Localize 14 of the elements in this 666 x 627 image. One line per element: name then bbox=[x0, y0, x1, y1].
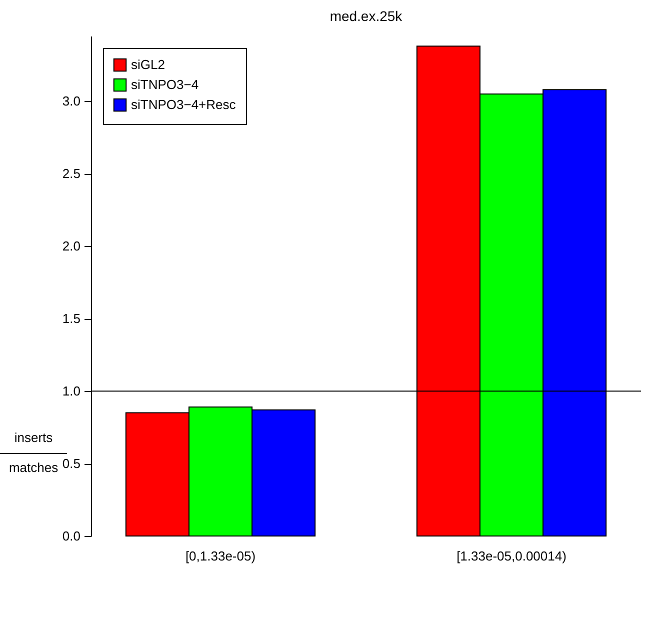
y-tick-label: 3.0 bbox=[62, 94, 80, 109]
y-tick-label: 0.5 bbox=[62, 456, 80, 472]
legend-label: siTNPO3−4 bbox=[131, 77, 199, 92]
y-tick-label: 2.0 bbox=[62, 238, 80, 254]
legend-label: siTNPO3−4+Resc bbox=[131, 97, 236, 112]
x-tick-label: [0,1.33e-05) bbox=[185, 548, 256, 564]
y-tick-label: 1.0 bbox=[62, 384, 80, 399]
legend-label: siGL2 bbox=[131, 57, 165, 72]
y-tick-label: 1.5 bbox=[62, 311, 80, 326]
y-axis-title: inserts matches bbox=[8, 430, 59, 475]
x-tick-label: [1.33e-05,0.00014) bbox=[456, 548, 566, 564]
y-tick-label: 0.0 bbox=[62, 528, 80, 544]
y-tick-label: 2.5 bbox=[62, 166, 80, 182]
chart-title: med.ex.25k bbox=[330, 8, 404, 24]
